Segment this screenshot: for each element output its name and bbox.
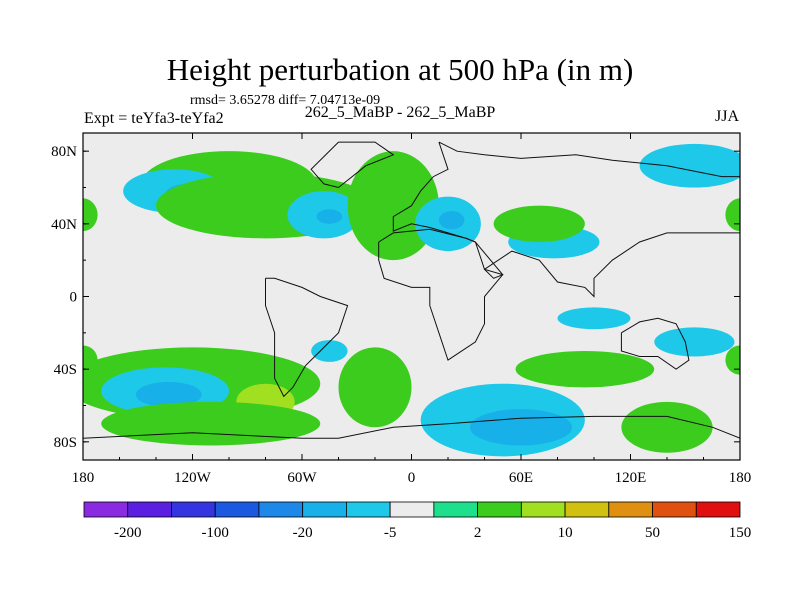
contour-region-sh-low-west-core — [135, 381, 202, 408]
y-tick-label: 40S — [54, 362, 77, 378]
contour-region-sh-low-east-small — [557, 307, 631, 330]
experiment-label: Expt = teYfa3-teYfa2 — [84, 110, 224, 127]
x-tick-label: 60E — [509, 470, 533, 486]
x-tick-label: 180 — [72, 470, 95, 486]
colorbar-swatch — [258, 501, 304, 518]
colorbar-swatch — [83, 501, 129, 518]
colorbar-label: 50 — [645, 525, 660, 541]
colorbar-label: -20 — [293, 525, 313, 541]
contour-region-europe-low-core — [438, 211, 465, 230]
colorbar-swatch — [214, 501, 260, 518]
colorbar-swatch — [608, 501, 653, 518]
contour-region-asia-green — [493, 205, 585, 242]
center-subtitle: 262_5_MaBP - 262_5_MaBP — [304, 104, 496, 121]
colorbar-swatch — [345, 501, 391, 518]
x-tick-label: 120W — [174, 470, 212, 486]
x-tick-label: 0 — [408, 470, 416, 486]
colorbar-swatch — [652, 501, 697, 518]
colorbar-label: -100 — [201, 525, 229, 541]
contour-region-sh-green-east — [515, 351, 655, 388]
contour-region-sh-green-atlantic — [338, 347, 412, 428]
stats-label: rmsd= 3.65278 diff= 7.04713e-09 — [190, 93, 381, 108]
colorbar-swatch — [171, 501, 216, 518]
colorbar-swatch — [564, 501, 610, 518]
y-tick-label: 40N — [51, 217, 77, 233]
colorbar-label: -5 — [384, 525, 397, 541]
coastline-5 — [83, 415, 740, 439]
contour-region-west-edge-green — [83, 198, 98, 232]
coastline-3 — [265, 277, 349, 398]
colorbar-swatch — [127, 501, 172, 518]
colorbar-label: 10 — [558, 525, 573, 541]
x-tick-label: 120E — [615, 470, 647, 486]
x-tick-label: 180 — [729, 470, 752, 486]
colorbar-swatch — [389, 501, 435, 518]
coastline-1 — [392, 141, 740, 298]
chart-title: Height perturbation at 500 hPa (in m) — [166, 52, 634, 87]
coastline-0 — [310, 141, 395, 189]
colorbar-swatch — [302, 501, 347, 518]
season-label: JJA — [715, 108, 740, 125]
y-tick-label: 0 — [70, 290, 78, 306]
colorbar-swatch — [433, 501, 479, 518]
y-tick-label: 80S — [54, 435, 77, 451]
contour-region-sh-green-edge-left — [83, 345, 98, 375]
colorbar-swatch — [477, 501, 522, 518]
map-field — [83, 133, 740, 460]
contour-region-nh-ring-core — [316, 209, 343, 224]
coastline-4 — [620, 317, 690, 370]
contour-region-sh-big-low-core — [469, 409, 573, 446]
contour-region-sh-low-pac — [311, 340, 348, 362]
contour-region-sh-green-low — [101, 401, 321, 446]
contour-region-sh-low-east2 — [654, 327, 735, 357]
contour-region-sh-green-edge-right — [725, 345, 740, 375]
contour-region-east-edge-green — [725, 198, 740, 232]
coastline-2 — [378, 228, 504, 361]
x-tick-label: 60W — [287, 470, 317, 486]
y-tick-label: 80N — [51, 144, 77, 160]
colorbar-swatch — [520, 501, 566, 518]
contour-region-atlantic-green — [347, 151, 439, 261]
contour-region-sh-green-right — [621, 401, 713, 453]
colorbar-swatch — [695, 501, 741, 518]
colorbar-label: 2 — [474, 525, 482, 541]
colorbar-label: -200 — [114, 525, 142, 541]
contour-region-npac-low — [639, 143, 740, 188]
colorbar-label: 150 — [729, 525, 752, 541]
